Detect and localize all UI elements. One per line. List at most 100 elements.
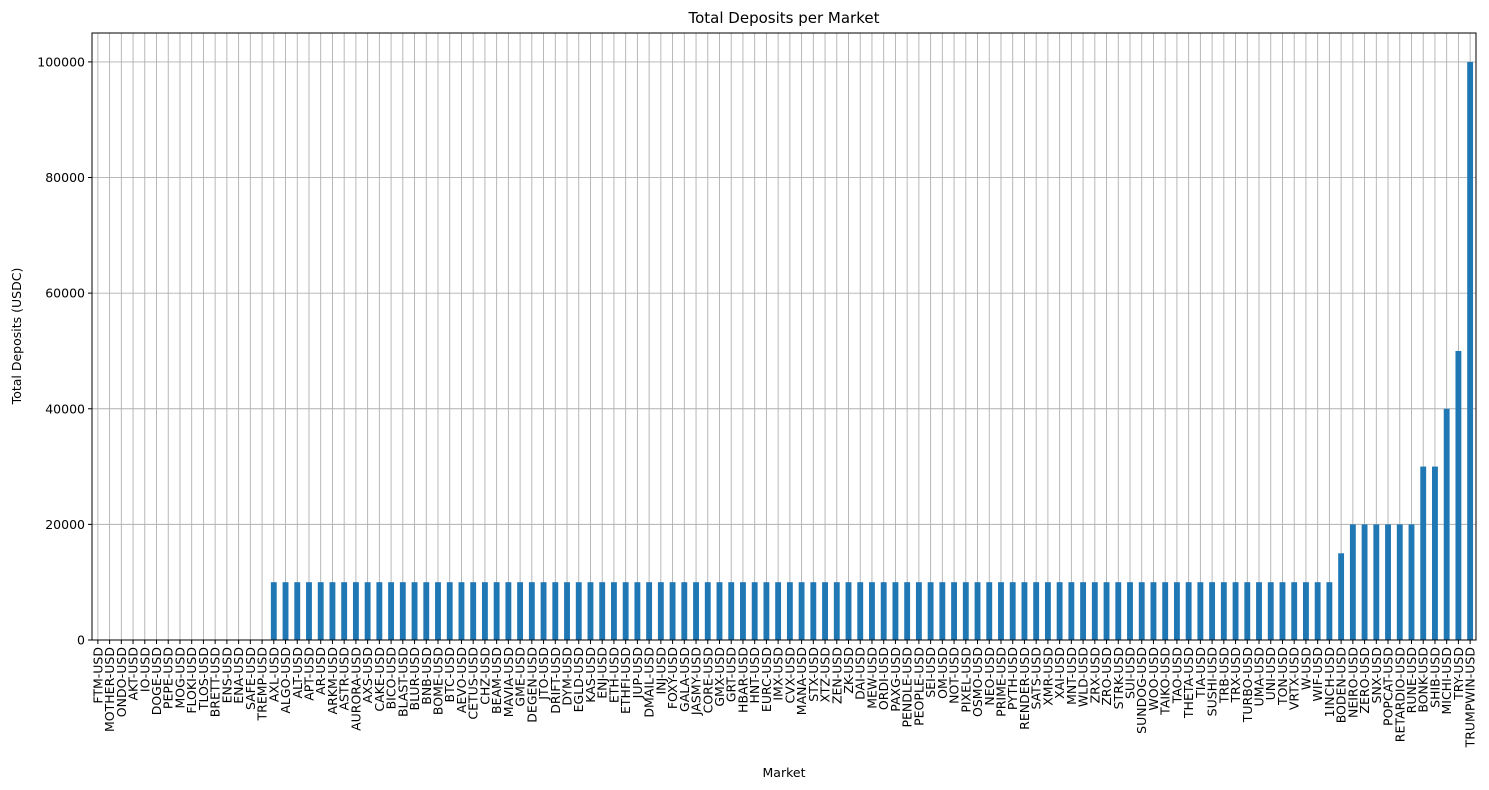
x-tick-label: AR-USD — [313, 647, 328, 695]
bar — [446, 582, 453, 640]
x-tick-label: SNX-USD — [1369, 647, 1384, 703]
bar — [528, 582, 535, 640]
bar — [880, 582, 887, 640]
x-tick-label: TRB-USD — [1216, 647, 1231, 704]
x-tick-label: PAXG-USD — [888, 647, 903, 712]
bar — [376, 582, 383, 640]
x-tick-label: NEO-USD — [982, 647, 997, 706]
x-tick-label: DYM-USD — [560, 647, 575, 706]
x-tick-label: SAFE-USD — [243, 647, 258, 710]
x-tick-label: BICO-USD — [384, 647, 399, 709]
bar — [822, 582, 828, 640]
y-tick-label: 80000 — [45, 170, 85, 185]
bar — [1056, 582, 1063, 640]
x-tick-label: ORDI-USD — [876, 647, 891, 710]
bar — [693, 582, 699, 640]
bar — [540, 582, 547, 640]
x-tick-label: ZRX-USD — [1087, 647, 1102, 703]
bar — [1044, 582, 1051, 640]
x-tick-label: BOME-USD — [431, 647, 446, 715]
x-tick-label: KAS-USD — [583, 647, 598, 703]
x-tick-label: VRTX-USD — [1287, 647, 1302, 710]
plot-frame — [91, 32, 1477, 641]
x-tick-label: BRETT-USD — [208, 647, 223, 717]
x-tick-label: 1INCH-USD — [1322, 647, 1337, 717]
y-tick-label: 40000 — [45, 401, 85, 416]
x-tick-label: EURC-USD — [759, 647, 774, 712]
x-tick-label: XMR-USD — [1040, 647, 1055, 706]
x-tick-label: PENDLE-USD — [900, 647, 915, 728]
x-tick-label: ENJ-USD — [595, 647, 610, 699]
bar — [951, 582, 957, 640]
x-tick-label: WOO-USD — [1146, 647, 1161, 711]
x-tick-label: STRK-USD — [1111, 647, 1126, 709]
x-tick-label: SUNDOG-USD — [1134, 647, 1149, 734]
bar — [1185, 582, 1192, 640]
x-tick-label: PIXEL-USD — [958, 647, 973, 713]
bar — [493, 582, 500, 640]
x-tick-label: HNT-USD — [747, 647, 762, 703]
bar — [1349, 524, 1356, 640]
x-tick-label: TON-USD — [1275, 647, 1290, 706]
bar — [364, 582, 371, 640]
x-tick-label: AEVO-USD — [454, 647, 469, 713]
bar — [1220, 582, 1227, 640]
x-tick-label: ZRO-USD — [1099, 647, 1114, 706]
y-tick-label: 100000 — [37, 54, 85, 69]
bar — [1443, 408, 1450, 640]
x-tick-label: JTO-USD — [536, 647, 551, 701]
bar — [552, 582, 559, 640]
bar — [341, 582, 348, 640]
bar — [1314, 582, 1321, 640]
bar — [716, 582, 723, 640]
bar — [1361, 524, 1368, 640]
bar — [399, 582, 406, 640]
x-tick-label: OM-USD — [935, 647, 950, 699]
x-tick-label: CORE-USD — [700, 647, 715, 713]
x-tick-label: TAO-USD — [1169, 647, 1184, 704]
x-tick-label: EGLD-USD — [571, 647, 586, 712]
x-tick-label: IMX-USD — [771, 647, 786, 701]
x-tick-label: TIA-USD — [1193, 647, 1208, 699]
x-tick-label: MICHI-USD — [1439, 647, 1454, 715]
x-tick-label: MEW-USD — [864, 647, 879, 709]
bar — [1385, 524, 1391, 640]
bar — [646, 582, 653, 640]
bar — [411, 582, 418, 640]
x-tick-label: ALT-USD — [290, 647, 305, 699]
bar — [1467, 61, 1474, 640]
bar — [1150, 582, 1157, 640]
x-tick-label: SUI-USD — [1123, 647, 1138, 699]
x-tick-label: ETH-USD — [606, 647, 621, 703]
x-tick-label: IO-USD — [137, 647, 152, 692]
bar — [974, 582, 981, 640]
x-tick-label: MNT-USD — [1064, 647, 1079, 705]
x-tick-label: PEOPLE-USD — [911, 647, 926, 726]
x-tick-label: ETHFI-USD — [618, 647, 633, 714]
bar — [1256, 582, 1262, 640]
bar — [388, 582, 395, 640]
x-tick-label: FOXY-USD — [665, 647, 680, 709]
bar — [611, 582, 617, 640]
bar — [329, 582, 336, 640]
x-tick-label: ENS-USD — [219, 647, 234, 703]
x-axis-label: Market — [763, 765, 806, 780]
bar — [1303, 582, 1309, 640]
y-tick-label: 20000 — [45, 517, 85, 532]
bar — [1115, 582, 1122, 640]
bar — [435, 582, 441, 640]
bar — [810, 582, 817, 640]
x-tick-label: SATS-USD — [1029, 647, 1044, 710]
bar — [669, 582, 676, 640]
bar — [845, 582, 852, 640]
x-tick-label: NOT-USD — [947, 647, 962, 704]
bar — [915, 582, 922, 640]
x-tick-label: BONK-USD — [1416, 647, 1431, 713]
x-tick-label: DOGE-USD — [149, 647, 164, 715]
bar — [294, 582, 301, 640]
x-tick-label: SHIB-USD — [1427, 647, 1442, 708]
chart-title: Total Deposits per Market — [688, 9, 880, 27]
x-tick-label: W-USD — [1298, 647, 1313, 690]
x-tick-label: PEPE-USD — [161, 647, 176, 709]
